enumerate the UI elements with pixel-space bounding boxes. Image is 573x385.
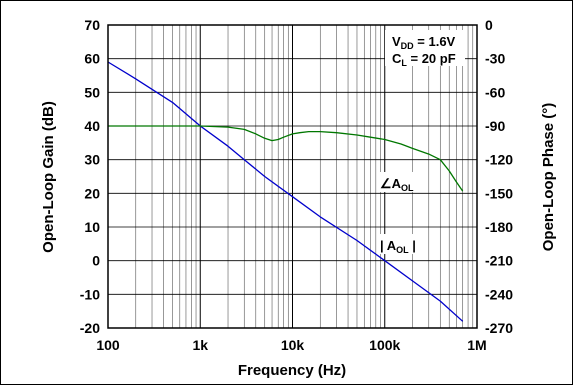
right-tick-label: 0: [485, 17, 493, 33]
phase-series-line: [108, 125, 464, 192]
right-tick-label: -210: [485, 253, 513, 269]
plot-border: [107, 24, 478, 329]
x-tick-label: 100: [96, 337, 120, 353]
left-tick-labels: 70 60 50 40 30 20 10 0 -10 -20: [80, 17, 100, 336]
grid: [107, 24, 477, 329]
right-tick-labels: 0 -30 -60 -90 -120 -150 -180 -210 -240 -270: [485, 17, 513, 336]
left-tick-label: 0: [92, 253, 100, 269]
series-layer: [107, 61, 464, 322]
x-tick-label: 1k: [192, 337, 208, 353]
left-tick-label: 40: [84, 118, 100, 134]
right-axis-title: Open-Loop Phase (°): [540, 103, 557, 252]
gain-label-bg: [378, 234, 426, 254]
gain-series-label: | AOL |: [380, 238, 416, 255]
left-tick-label: 60: [84, 51, 100, 67]
right-tick-label: -270: [485, 320, 513, 336]
cl-annotation: CL = 20 pF: [392, 51, 456, 68]
gain-series-line: [107, 61, 464, 322]
right-tick-label: -30: [485, 51, 505, 67]
right-tick-label: -90: [485, 118, 505, 134]
left-axis-title: Open-Loop Gain (dB): [40, 101, 57, 253]
x-tick-label: 100k: [369, 337, 400, 353]
right-tick-label: -120: [485, 152, 513, 168]
phase-series-label: ∠AOL: [380, 176, 414, 193]
left-tick-label: -10: [80, 286, 100, 302]
left-tick-label: 10: [84, 219, 100, 235]
left-tick-label: 20: [84, 185, 100, 201]
x-axis-title: Frequency (Hz): [238, 362, 346, 379]
right-tick-label: -180: [485, 219, 513, 235]
legend-box: [385, 30, 465, 66]
x-tick-label: 10k: [281, 337, 305, 353]
x-tick-label: 1M: [467, 337, 486, 353]
x-tick-labels: 100 1k 10k 100k 1M: [96, 337, 486, 353]
vdd-annotation: VDD = 1.6V: [392, 34, 456, 51]
right-tick-label: -150: [485, 185, 513, 201]
left-tick-label: 50: [84, 84, 100, 100]
left-tick-label: 30: [84, 152, 100, 168]
phase-label-bg: [378, 172, 418, 192]
right-tick-label: -240: [485, 286, 513, 302]
left-tick-label: 70: [84, 17, 100, 33]
left-tick-label: -20: [80, 320, 100, 336]
right-tick-label: -60: [485, 84, 505, 100]
